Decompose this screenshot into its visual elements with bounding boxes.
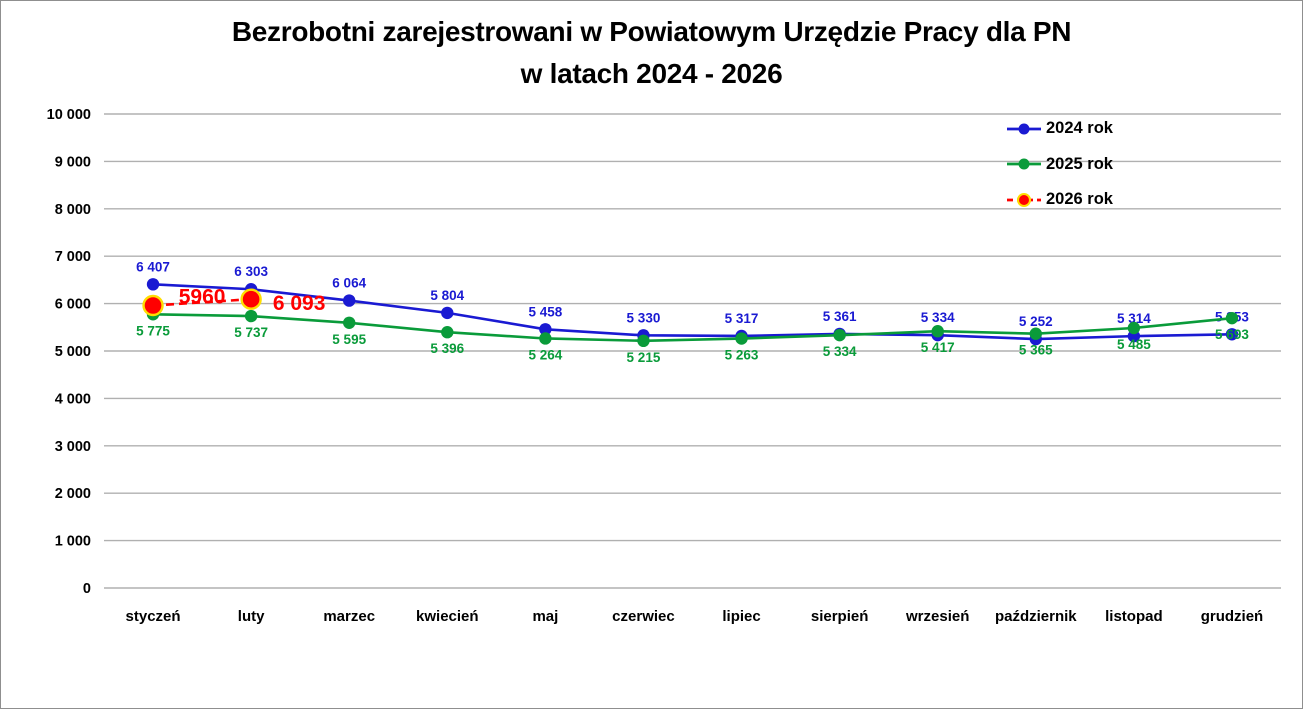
series-line-2026-rok: [152, 297, 252, 307]
month-label: styczeń: [126, 608, 181, 625]
data-point-2026-rok: [240, 288, 262, 310]
series-line-2024-rok: [152, 283, 1232, 341]
data-label-2025-rok: 5 693: [1215, 327, 1249, 342]
data-label-2024-rok: 5 330: [627, 310, 661, 325]
y-axis-tick-label: 3 000: [55, 439, 91, 455]
data-point-2025-rok: [441, 326, 454, 339]
data-point-2024-rok: [146, 278, 160, 291]
data-label-2024-rok: 5 361: [823, 309, 857, 324]
data-label-2024-rok: 6 064: [332, 276, 366, 291]
legend-line-marker-icon: [1007, 123, 1041, 135]
data-point-2025-rok: [735, 332, 748, 345]
data-label-2024-rok: 5 317: [725, 311, 759, 326]
data-label-2024-rok: 5 334: [921, 310, 955, 325]
data-label-2025-rok: 5 485: [1117, 337, 1151, 352]
legend-item-2024: 2024 rok: [1007, 111, 1113, 147]
y-axis-tick-label: 8 000: [55, 202, 91, 218]
data-point-2026-rok: [142, 294, 164, 317]
chart-title-line2: w latach 2024 - 2026: [520, 58, 783, 89]
month-label: sierpień: [811, 608, 869, 625]
legend-line-marker-icon: [1007, 192, 1041, 207]
data-label-2025-rok: 5 365: [1019, 343, 1053, 358]
data-point-2025-rok: [637, 334, 650, 348]
data-label-2024-rok: 5 314: [1117, 311, 1151, 326]
data-point-2025-rok: [1225, 311, 1239, 325]
data-point-2024-rok: [441, 306, 454, 320]
data-label-2025-rok: 5 595: [332, 332, 366, 347]
data-label-2025-rok: 5 417: [921, 340, 955, 355]
month-label: październik: [995, 608, 1077, 625]
data-point-2025-rok: [1029, 327, 1042, 340]
legend-label-2024: 2024 rok: [1046, 119, 1113, 138]
data-label-2024-rok: 5 252: [1019, 314, 1053, 329]
data-point-2025-rok: [1127, 321, 1141, 335]
data-point-2024-rok: [1225, 328, 1239, 341]
y-axis-tick-label: 10 000: [47, 107, 91, 123]
month-label: kwiecień: [416, 608, 479, 625]
legend-item-2025: 2025 rok: [1007, 147, 1113, 183]
y-axis-tick-label: 7 000: [55, 249, 91, 265]
data-label-2025-rok: 5 737: [234, 325, 268, 340]
legend-label-2026: 2026 rok: [1046, 190, 1113, 209]
month-label: maj: [532, 608, 558, 625]
data-point-2024-rok: [539, 323, 552, 336]
data-point-2025-rok: [244, 309, 258, 323]
data-label-2025-rok: 5 263: [725, 348, 759, 363]
y-axis-tick-label: 1 000: [55, 534, 91, 550]
data-label-2025-rok: 5 215: [627, 350, 661, 365]
chart-title: Bezrobotni zarejestrowani w Powiatowym U…: [1, 11, 1302, 95]
data-label-2024-rok: 5 804: [430, 288, 464, 303]
legend-item-2026: 2026 rok: [1007, 182, 1113, 218]
data-point-2025-rok: [539, 332, 552, 345]
y-axis-tick-label: 9 000: [55, 154, 91, 170]
month-label: listopad: [1105, 608, 1163, 625]
data-label-2024-rok: 6 407: [136, 259, 170, 274]
data-label-2026-rok: 5960: [179, 285, 226, 308]
data-label-2025-rok: 5 396: [430, 341, 464, 356]
series-line-2025-rok: [153, 312, 1233, 343]
data-point-2024-rok: [343, 294, 356, 307]
y-axis-tick-label: 2 000: [55, 486, 91, 502]
month-label: grudzień: [1201, 608, 1264, 625]
month-label: lipiec: [722, 608, 760, 625]
data-point-2025-rok: [833, 328, 846, 342]
legend-line-marker-icon: [1007, 158, 1041, 170]
legend-label-2025: 2025 rok: [1046, 154, 1113, 173]
data-label-2025-rok: 5 264: [528, 347, 562, 362]
chart-legend: 2024 rok 2025 rok 2026 rok: [1007, 111, 1113, 218]
data-label-2026-rok: 6 093: [273, 292, 326, 315]
data-point-2025-rok: [931, 325, 944, 338]
data-label-2025-rok: 5 334: [823, 344, 857, 359]
data-label-2025-rok: 5 775: [136, 323, 170, 338]
month-label: czerwiec: [612, 608, 675, 625]
y-axis-tick-label: 0: [83, 581, 91, 597]
y-axis-tick-label: 5 000: [55, 344, 91, 360]
month-label: luty: [238, 608, 265, 625]
month-label: marzec: [323, 608, 375, 625]
y-axis-tick-label: 4 000: [55, 391, 91, 407]
chart-title-line1: Bezrobotni zarejestrowani w Powiatowym U…: [231, 16, 1072, 47]
data-label-2024-rok: 6 303: [234, 264, 268, 279]
data-point-2025-rok: [343, 316, 356, 329]
month-label: wrzesień: [905, 608, 969, 625]
y-axis-tick-label: 6 000: [55, 297, 91, 313]
data-label-2024-rok: 5 458: [528, 304, 562, 319]
